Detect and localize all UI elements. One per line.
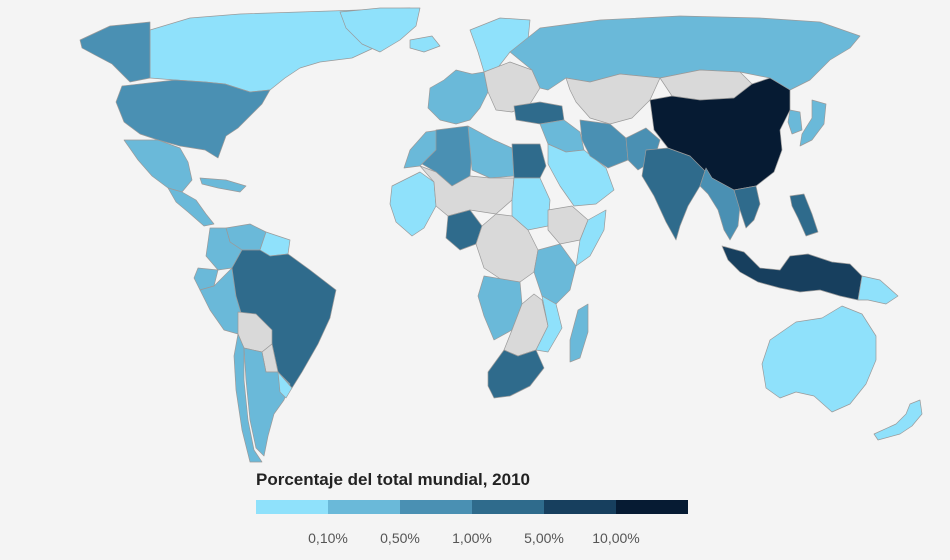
region-egypt[interactable] xyxy=(511,143,547,179)
legend-swatch-3 xyxy=(400,500,472,514)
legend-tick-4: 5,00% xyxy=(524,530,564,546)
region-sudan[interactable] xyxy=(511,177,551,231)
region-chile[interactable] xyxy=(233,333,263,463)
legend-swatch-6 xyxy=(616,500,688,514)
region-angola[interactable] xyxy=(477,275,523,341)
region-new-zealand[interactable] xyxy=(873,399,923,441)
region-turkey[interactable] xyxy=(513,101,565,125)
region-philippines[interactable] xyxy=(789,193,819,237)
legend-color-scale xyxy=(256,500,688,514)
legend-swatch-5 xyxy=(544,500,616,514)
region-west-africa[interactable] xyxy=(389,171,437,237)
region-libya[interactable] xyxy=(467,125,515,179)
region-china[interactable] xyxy=(649,77,791,191)
legend-swatch-4 xyxy=(472,500,544,514)
region-indonesia[interactable] xyxy=(721,245,863,301)
region-alaska[interactable] xyxy=(79,21,151,83)
region-greenland[interactable] xyxy=(339,7,421,53)
legend-tick-2: 0,50% xyxy=(380,530,420,546)
legend-swatch-2 xyxy=(328,500,400,514)
region-mexico[interactable] xyxy=(123,139,193,193)
region-central-asia[interactable] xyxy=(565,73,661,125)
legend: Porcentaje del total mundial, 2010 0,10%… xyxy=(256,470,696,550)
region-east-africa[interactable] xyxy=(533,243,577,305)
region-australia[interactable] xyxy=(761,305,877,413)
region-japan[interactable] xyxy=(799,99,827,147)
region-madagascar[interactable] xyxy=(569,303,589,363)
region-papua-new-guinea[interactable] xyxy=(857,275,899,305)
region-central-america[interactable] xyxy=(167,187,215,227)
legend-tick-5: 10,00% xyxy=(592,530,640,546)
region-saudi-arabia[interactable] xyxy=(547,143,615,207)
region-vietnam[interactable] xyxy=(733,185,761,229)
legend-tick-1: 0,10% xyxy=(308,530,348,546)
region-usa[interactable] xyxy=(115,79,271,159)
legend-title: Porcentaje del total mundial, 2010 xyxy=(256,470,530,489)
region-southeast-asia[interactable] xyxy=(699,167,741,241)
region-western-europe[interactable] xyxy=(427,69,489,125)
region-middle-east[interactable] xyxy=(539,119,585,153)
region-uruguay[interactable] xyxy=(277,371,293,399)
legend-swatch-1 xyxy=(256,500,328,514)
world-map xyxy=(79,7,923,463)
map-svg xyxy=(79,7,923,463)
region-south-africa[interactable] xyxy=(487,349,545,399)
region-iceland[interactable] xyxy=(409,35,441,53)
region-mozambique[interactable] xyxy=(535,295,563,353)
region-korea[interactable] xyxy=(787,109,803,135)
region-somalia[interactable] xyxy=(575,209,607,267)
region-iran[interactable] xyxy=(579,119,629,169)
region-caribbean[interactable] xyxy=(199,177,247,193)
legend-tick-3: 1,00% xyxy=(452,530,492,546)
